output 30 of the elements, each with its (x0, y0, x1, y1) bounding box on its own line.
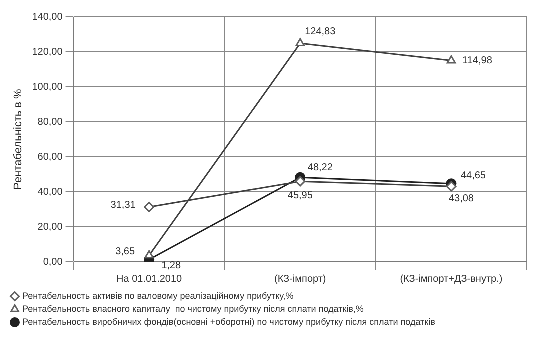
data-label: 48,22 (308, 162, 334, 174)
data-label: 43,08 (448, 193, 474, 204)
point (144, 202, 155, 212)
y-tick-label: 100,00 (32, 82, 64, 93)
x-tick-label: (КЗ-імпорт+ДЗ-внутр.) (400, 274, 503, 285)
point (295, 176, 306, 187)
point (446, 56, 456, 64)
x-tick-label: (КЗ-імпорт) (274, 274, 326, 285)
y-tick-label: 120,00 (32, 46, 64, 58)
y-tick-label: 80,00 (38, 116, 64, 128)
y-tick-label: 140,00 (32, 12, 64, 23)
legend-label: Рентабельность активів по валовому реалізаційному прибутку,% (22, 290, 294, 301)
point (446, 181, 457, 192)
y-tick-label: 20,00 (38, 222, 64, 233)
y-tick-label: 60,00 (38, 152, 64, 163)
point (144, 250, 154, 259)
data-label: 31,31 (110, 200, 136, 211)
data-label: 3,65 (116, 246, 136, 258)
y-axis-title: Рентабельність в % (12, 88, 25, 190)
legend-label: Рентабельность виробничих фондів(основні +оборотні) по чистому прибутку після сплати податків (22, 316, 436, 327)
y-tick-label: 0,00 (43, 256, 64, 268)
x-tick-label: На 01.01.2010 (116, 274, 183, 285)
data-label: 44,65 (460, 170, 486, 182)
legend-label: Рентабельность власного капиталу по чистому прибутку після сплати податків,% (22, 304, 364, 314)
data-label: 114,98 (462, 56, 493, 67)
data-label: 124,83 (305, 26, 336, 38)
point (296, 38, 306, 47)
data-label: 45,95 (288, 190, 314, 202)
data-label: 1,28 (162, 260, 182, 272)
y-tick-label: 40,00 (38, 186, 64, 198)
